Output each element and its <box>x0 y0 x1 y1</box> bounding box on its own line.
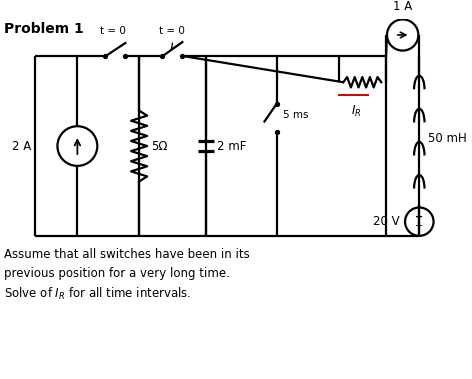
Text: $I_R$: $I_R$ <box>351 104 362 119</box>
Text: t = 0: t = 0 <box>100 27 126 36</box>
Text: previous position for a very long time.: previous position for a very long time. <box>4 266 230 280</box>
Text: Problem 1: Problem 1 <box>4 22 84 36</box>
Text: +: + <box>415 212 423 222</box>
Text: Assume that all switches have been in its: Assume that all switches have been in it… <box>4 247 250 261</box>
Text: 2 A: 2 A <box>12 139 31 152</box>
Text: Solve of $I_R$ for all time intervals.: Solve of $I_R$ for all time intervals. <box>4 285 191 302</box>
Text: 20 V: 20 V <box>373 215 399 228</box>
Text: 1 A: 1 A <box>393 0 413 13</box>
Text: 2 mF: 2 mF <box>218 139 247 152</box>
Text: 5Ω: 5Ω <box>151 139 168 152</box>
Text: t = 0: t = 0 <box>160 27 185 36</box>
Text: −: − <box>415 221 423 232</box>
Text: 5 ms: 5 ms <box>283 110 308 120</box>
Text: 50 mH: 50 mH <box>428 132 467 146</box>
